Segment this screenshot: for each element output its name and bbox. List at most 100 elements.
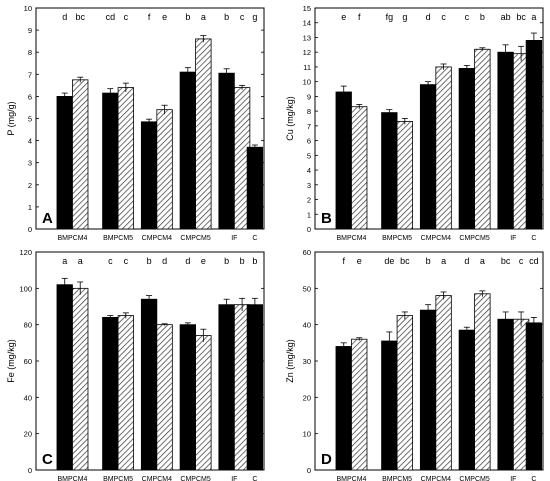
category-label: BMPCM4: [337, 235, 367, 242]
bar-solid: [102, 316, 119, 471]
category-label: IF: [510, 476, 516, 481]
bar-solid: [335, 91, 352, 230]
significance-letter: f: [358, 12, 361, 22]
significance-letter: e: [357, 256, 362, 266]
bar-hatched: [72, 287, 89, 471]
significance-letter: g: [402, 12, 407, 22]
bar-hatched: [435, 295, 452, 471]
significance-letter: c: [441, 12, 446, 22]
significance-letter: c: [124, 256, 129, 266]
bar-solid: [179, 324, 196, 471]
bar-hatched: [351, 338, 368, 471]
category-label: CMPCM5: [180, 235, 210, 242]
y-tick-label: 14: [303, 19, 311, 28]
panel-c: 0 20 40 60 80 100 120 Fe (mg/kg) Ca a BMPCM4 c c BMPC…: [6, 248, 265, 481]
panel-label: A: [42, 210, 53, 227]
y-tick-label: 0: [28, 225, 32, 234]
significance-letter: cd: [106, 12, 116, 22]
y-tick-label: 3: [28, 159, 32, 168]
category-label: IF: [231, 476, 237, 481]
bar-solid: [56, 284, 73, 471]
category-label: CMPCM5: [459, 476, 489, 481]
y-tick-label: 6: [28, 92, 32, 101]
bar-solid: [525, 40, 543, 230]
bar-solid: [56, 96, 73, 230]
significance-letter: b: [185, 12, 190, 22]
category-label: BMPCM4: [58, 235, 88, 242]
panel-label: B: [321, 210, 332, 227]
significance-letter: ab: [501, 12, 511, 22]
significance-letter: d: [185, 256, 190, 266]
y-tick-label: 10: [24, 4, 32, 13]
bar-solid: [381, 112, 398, 230]
category-label: BMPCM5: [382, 476, 412, 481]
significance-letter: a: [78, 256, 83, 266]
bar-solid: [381, 340, 398, 471]
y-tick-label: 15: [303, 4, 311, 13]
y-tick-label: 2: [307, 196, 311, 205]
y-tick-label: 9: [307, 92, 311, 101]
y-tick-label: 30: [303, 357, 311, 366]
category-label: BMPCM5: [382, 235, 412, 242]
significance-letter: bc: [501, 256, 511, 266]
bar-solid: [419, 309, 437, 471]
bar-solid: [419, 84, 437, 230]
significance-letter: bc: [75, 12, 85, 22]
y-tick-label: 7: [307, 122, 311, 131]
y-axis-label: Cu (mg/kg): [285, 96, 295, 141]
significance-letter: a: [441, 256, 446, 266]
bar-hatched: [351, 106, 368, 230]
y-tick-label: 7: [28, 70, 32, 79]
category-label: CMPCM5: [459, 235, 489, 242]
y-tick-label: 100: [19, 284, 32, 293]
category-label: CMPCM4: [421, 476, 451, 481]
significance-letter: a: [480, 256, 485, 266]
bar-hatched: [474, 48, 491, 230]
y-tick-label: 12: [303, 48, 311, 57]
category-label: BMPCM5: [103, 235, 133, 242]
significance-letter: b: [252, 256, 257, 266]
significance-letter: bc: [400, 256, 410, 266]
y-tick-label: 0: [28, 466, 32, 475]
bar-solid: [218, 72, 235, 230]
significance-letter: b: [240, 256, 245, 266]
y-tick-label: 9: [28, 26, 32, 35]
y-tick-label: 13: [303, 33, 311, 42]
significance-letter: d: [464, 256, 469, 266]
bar-hatched: [396, 121, 413, 230]
y-tick-label: 40: [303, 321, 311, 330]
significance-letter: a: [531, 12, 536, 22]
bar-hatched: [195, 335, 212, 471]
bar-hatched: [396, 315, 413, 471]
y-axis-label: Fe (mg/kg): [6, 339, 16, 383]
significance-letter: c: [240, 12, 245, 22]
y-tick-label: 10: [303, 430, 311, 439]
bar-hatched: [156, 109, 173, 230]
y-tick-label: 2: [28, 181, 32, 190]
bar-hatched: [117, 87, 134, 230]
significance-letter: e: [162, 12, 167, 22]
significance-letter: g: [252, 12, 257, 22]
significance-letter: c: [108, 256, 113, 266]
y-tick-label: 6: [307, 137, 311, 146]
significance-letter: e: [201, 256, 206, 266]
panel-label: C: [42, 451, 53, 468]
significance-letter: bc: [516, 12, 526, 22]
y-tick-label: 4: [28, 137, 32, 146]
y-tick-label: 11: [303, 63, 311, 72]
bar-solid: [140, 298, 158, 471]
y-tick-label: 8: [28, 48, 32, 57]
category-label: BMPCM4: [58, 476, 88, 481]
category-label: IF: [510, 235, 516, 242]
significance-letter: cd: [529, 256, 539, 266]
y-tick-label: 60: [303, 248, 311, 257]
bar-solid: [246, 146, 264, 230]
y-tick-label: 40: [24, 393, 32, 402]
y-tick-label: 1: [28, 203, 32, 212]
y-tick-label: 1: [307, 210, 311, 219]
bar-solid: [140, 121, 158, 230]
category-label: IF: [231, 235, 237, 242]
y-tick-label: 8: [307, 107, 311, 116]
